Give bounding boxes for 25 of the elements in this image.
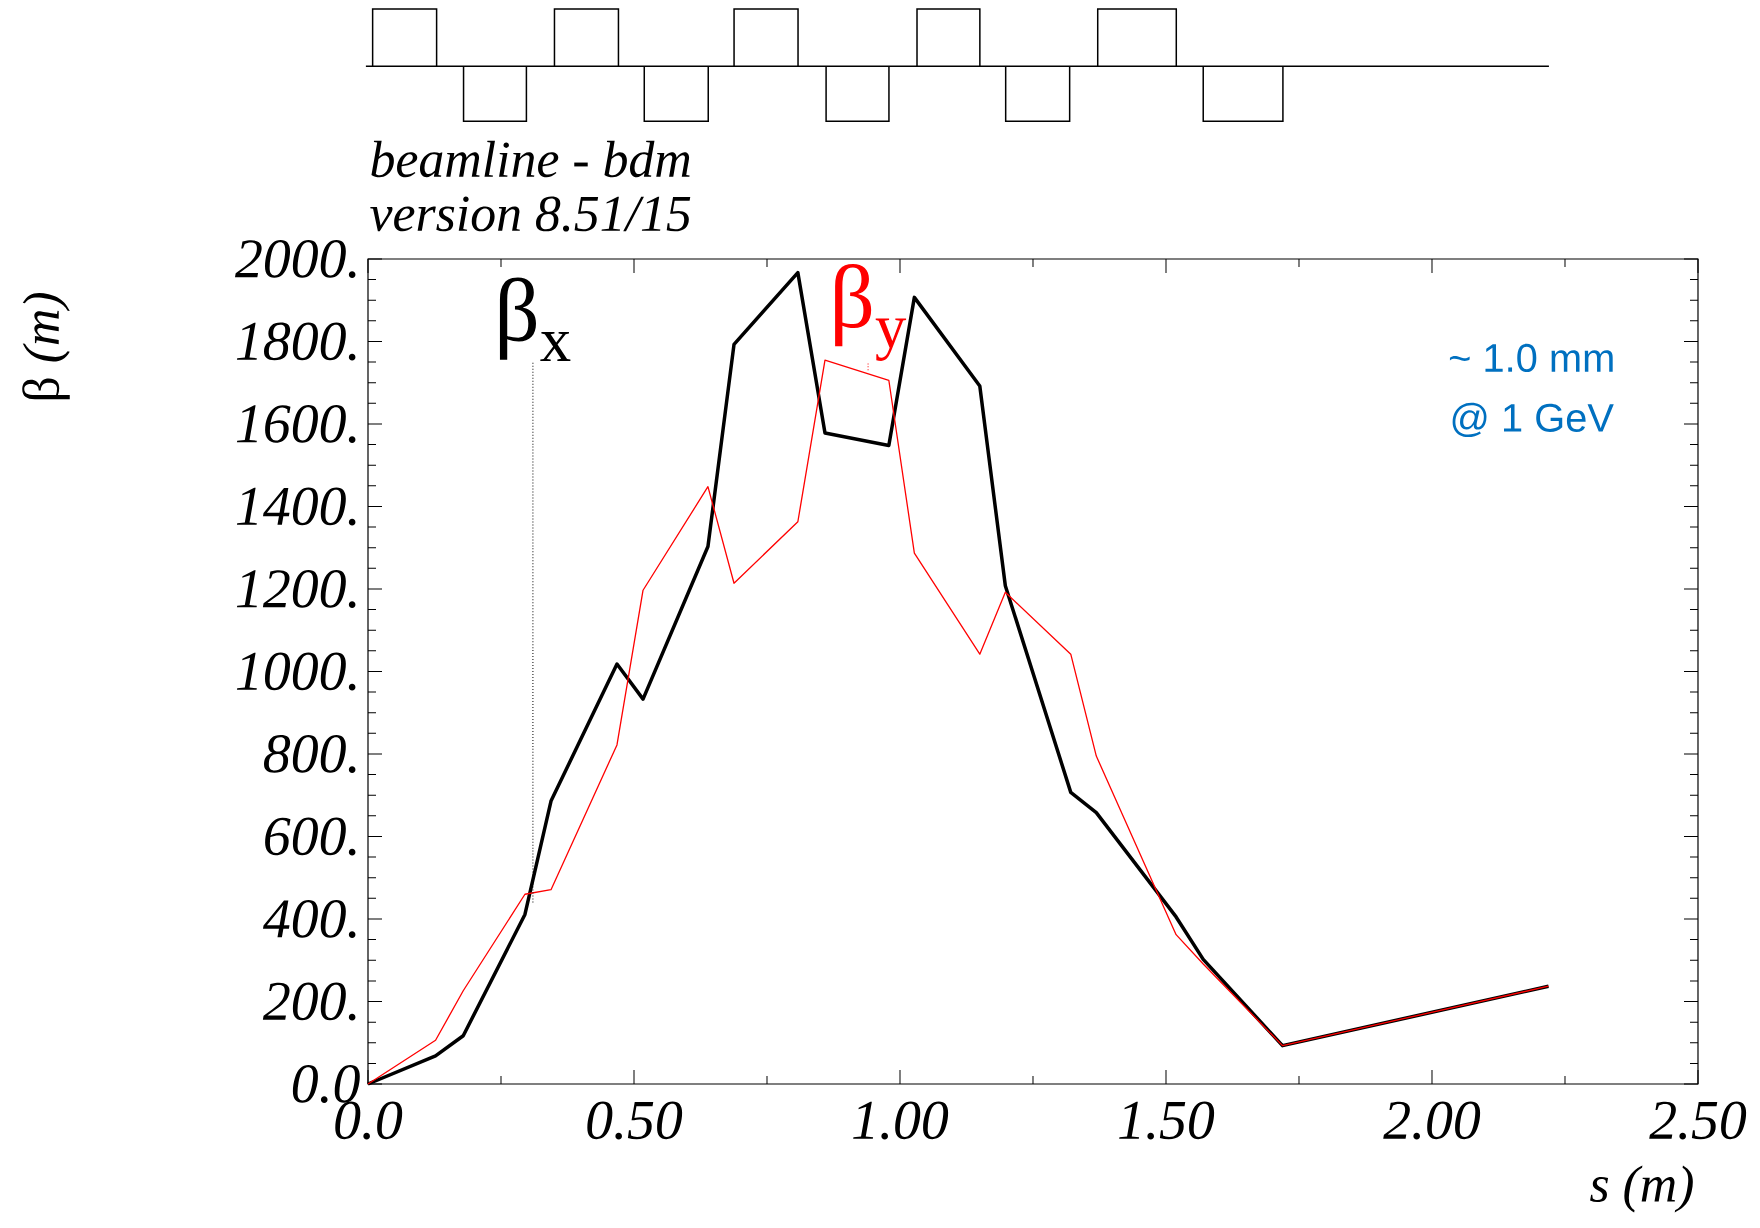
annotation: β$_{y}$ (835, 263, 907, 361)
y-tick-label: 200. (262, 982, 356, 1021)
annotation: ~ 1.0 mm (1449, 343, 1613, 373)
y-tick-label: 2000. (234, 240, 356, 278)
y-tick-label: 1600. (236, 405, 356, 443)
y-tick-label: 1000. (236, 652, 356, 691)
y-tick-label: 1800. (236, 322, 356, 361)
y-tick-label: 1400. (236, 487, 356, 526)
y-tick-label: 400. (262, 900, 356, 938)
y-axis-title: β (m) (22, 292, 70, 400)
x-tick-label: 0.0 (335, 1101, 403, 1140)
x-tick-label: 2.00 (1383, 1101, 1481, 1140)
y-tick-label: 600. (265, 817, 356, 856)
x-tick-label: 2.50 (1649, 1101, 1747, 1140)
x-axis-title: s (m) (1590, 1165, 1693, 1213)
annotation: β$_{x}$ (499, 277, 571, 361)
x-tick-label: 1.50 (1119, 1101, 1215, 1140)
x-tick-label: 1.00 (853, 1101, 949, 1140)
x-tick-label: 0.50 (587, 1101, 683, 1140)
chart-subtitle: version 8.51/15 (370, 196, 691, 232)
annotation: @ 1 GeV (1452, 402, 1614, 438)
y-tick-label: 1200. (236, 570, 356, 608)
y-tick-label: 0.0 (292, 1065, 360, 1103)
y-tick-label: 800. (264, 735, 356, 773)
chart-title: beamline - bdm (371, 140, 690, 178)
